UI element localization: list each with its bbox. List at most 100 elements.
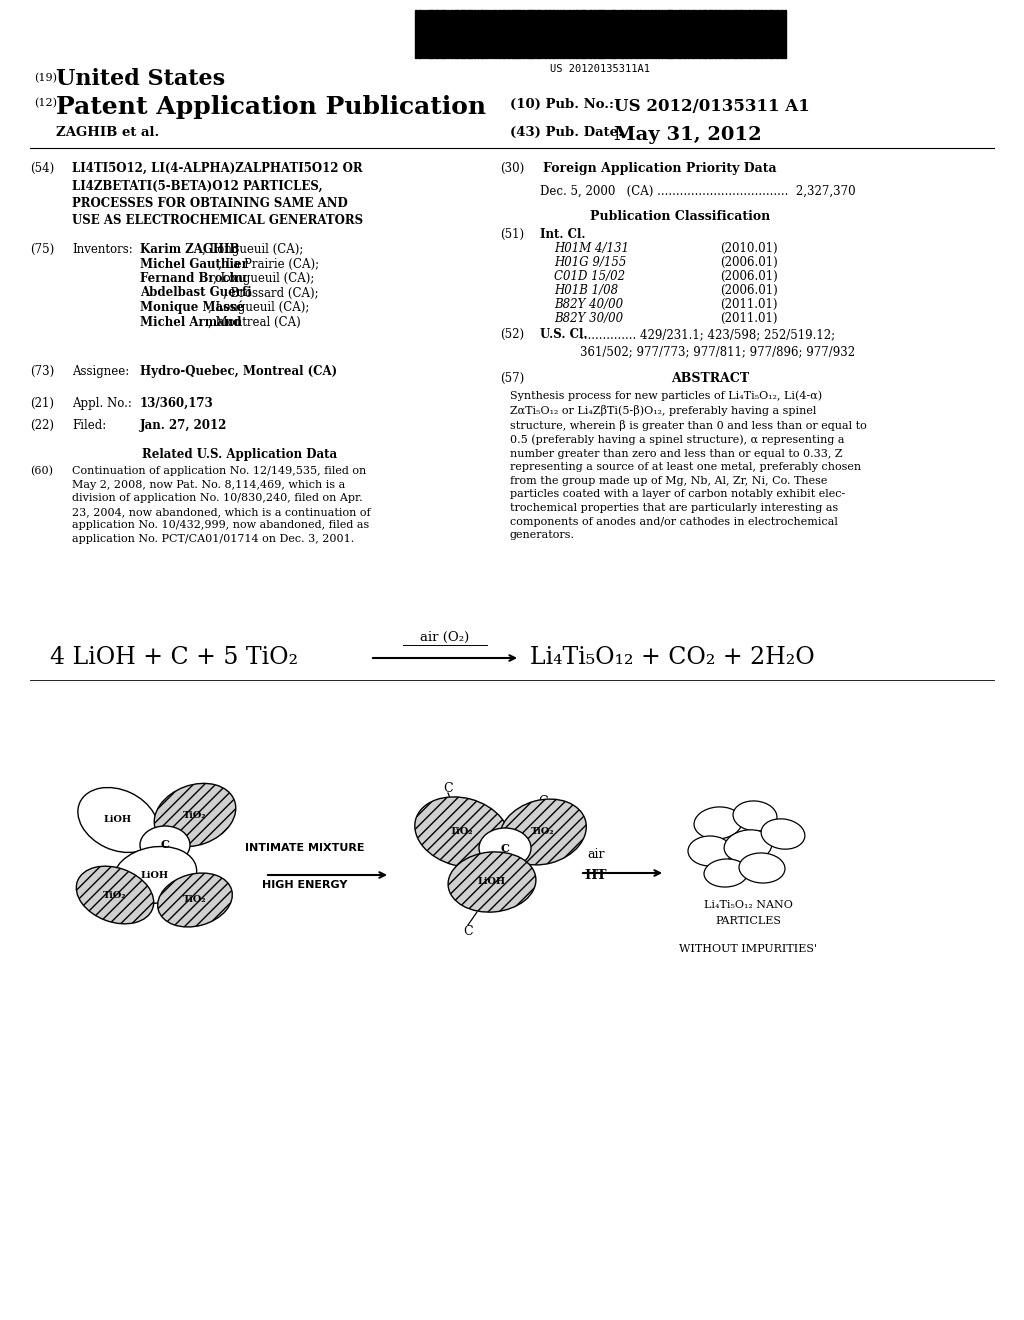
Text: B82Y 40/00: B82Y 40/00 <box>554 298 624 312</box>
Bar <box>556 11 558 58</box>
Ellipse shape <box>78 788 158 853</box>
Text: U.S. Cl.: U.S. Cl. <box>540 327 588 341</box>
Text: (19): (19) <box>34 73 57 83</box>
Bar <box>678 11 681 58</box>
Text: Li₄Ti₅O₁₂ + CO₂ + 2H₂O: Li₄Ti₅O₁₂ + CO₂ + 2H₂O <box>530 647 815 669</box>
Text: Filed:: Filed: <box>72 418 106 432</box>
Text: (30): (30) <box>500 162 524 176</box>
Text: LiOH: LiOH <box>141 870 169 879</box>
Bar <box>451 11 453 58</box>
Text: H01B 1/08: H01B 1/08 <box>554 284 618 297</box>
Bar <box>522 11 524 58</box>
Text: (2011.01): (2011.01) <box>720 298 777 312</box>
Text: , Longueuil (CA);: , Longueuil (CA); <box>213 272 314 285</box>
Bar <box>441 11 444 58</box>
Bar <box>651 11 653 58</box>
Text: Inventors:: Inventors: <box>72 243 133 256</box>
Text: (57): (57) <box>500 372 524 385</box>
Text: United States: United States <box>56 69 225 90</box>
Text: Li₄Ti₅O₁₂ NANO: Li₄Ti₅O₁₂ NANO <box>703 900 793 909</box>
Text: C: C <box>443 781 453 795</box>
Bar <box>508 11 510 58</box>
Bar <box>771 11 773 58</box>
Bar <box>544 11 546 58</box>
Ellipse shape <box>77 866 154 924</box>
Text: air (O₂): air (O₂) <box>421 631 470 644</box>
Bar <box>654 11 656 58</box>
Text: (2006.01): (2006.01) <box>720 284 778 297</box>
Bar <box>503 11 506 58</box>
Text: Appl. No.:: Appl. No.: <box>72 397 132 411</box>
Text: Hydro-Quebec, Montreal (CA): Hydro-Quebec, Montreal (CA) <box>140 366 337 378</box>
Text: May 31, 2012: May 31, 2012 <box>614 125 762 144</box>
Text: (22): (22) <box>30 418 54 432</box>
Bar <box>455 11 457 58</box>
Bar <box>608 11 610 58</box>
Bar <box>684 11 686 58</box>
Text: TiO₂: TiO₂ <box>183 810 207 820</box>
Text: Abdelbast Guerfi: Abdelbast Guerfi <box>140 286 252 300</box>
Bar <box>428 11 430 58</box>
Text: Fernand Brochu: Fernand Brochu <box>140 272 247 285</box>
Bar <box>784 11 786 58</box>
Bar <box>705 11 707 58</box>
Bar <box>589 11 592 58</box>
Text: (21): (21) <box>30 397 54 411</box>
Bar <box>432 11 434 58</box>
Bar <box>485 11 487 58</box>
Text: Michel Armand: Michel Armand <box>140 315 242 329</box>
Text: TiO₂: TiO₂ <box>531 828 555 837</box>
Bar <box>527 11 529 58</box>
Text: (2011.01): (2011.01) <box>720 312 777 325</box>
Bar <box>658 11 660 58</box>
Bar <box>602 11 605 58</box>
Bar <box>518 11 520 58</box>
Text: (12): (12) <box>34 98 57 108</box>
Ellipse shape <box>724 830 772 862</box>
Bar <box>499 11 501 58</box>
Bar <box>435 11 437 58</box>
Text: Continuation of application No. 12/149,535, filed on
May 2, 2008, now Pat. No. 8: Continuation of application No. 12/149,5… <box>72 466 371 544</box>
Text: (2006.01): (2006.01) <box>720 271 778 282</box>
Bar <box>539 11 541 58</box>
Text: INTIMATE MIXTURE: INTIMATE MIXTURE <box>246 843 365 853</box>
Text: (60): (60) <box>30 466 53 477</box>
Text: (75): (75) <box>30 243 54 256</box>
Text: (54): (54) <box>30 162 54 176</box>
Bar <box>599 11 602 58</box>
Bar <box>513 11 516 58</box>
Text: ............... 429/231.1; 423/598; 252/519.12;
361/502; 977/773; 977/811; 977/8: ............... 429/231.1; 423/598; 252/… <box>580 327 855 358</box>
Bar <box>760 11 763 58</box>
Bar <box>467 11 469 58</box>
Bar <box>736 11 738 58</box>
Bar <box>474 11 476 58</box>
Text: Assignee:: Assignee: <box>72 366 129 378</box>
Text: (52): (52) <box>500 327 524 341</box>
Text: Publication Classification: Publication Classification <box>590 210 770 223</box>
Ellipse shape <box>694 807 742 840</box>
Text: WITHOUT IMPURITIES': WITHOUT IMPURITIES' <box>679 944 817 954</box>
Text: Int. Cl.: Int. Cl. <box>540 228 586 242</box>
Text: , La Prairie (CA);: , La Prairie (CA); <box>218 257 319 271</box>
Text: H01M 4/131: H01M 4/131 <box>554 242 629 255</box>
Text: US 2012/0135311 A1: US 2012/0135311 A1 <box>614 98 810 115</box>
Text: Jan. 27, 2012: Jan. 27, 2012 <box>140 418 227 432</box>
Text: TiO₂: TiO₂ <box>183 895 207 904</box>
Bar <box>516 11 518 58</box>
Text: LiOH: LiOH <box>478 878 506 887</box>
Ellipse shape <box>688 836 732 866</box>
Bar <box>575 11 579 58</box>
Bar <box>583 11 585 58</box>
Ellipse shape <box>449 851 536 912</box>
Bar <box>460 11 463 58</box>
Bar <box>532 11 535 58</box>
Bar <box>463 11 465 58</box>
Text: air: air <box>587 847 605 861</box>
Text: HIGH ENERGY: HIGH ENERGY <box>262 880 348 890</box>
Bar <box>480 11 482 58</box>
Text: 13/360,173: 13/360,173 <box>140 397 214 411</box>
Text: (2010.01): (2010.01) <box>720 242 777 255</box>
Text: , Montreal (CA): , Montreal (CA) <box>208 315 300 329</box>
Ellipse shape <box>155 783 236 846</box>
Bar <box>437 11 439 58</box>
